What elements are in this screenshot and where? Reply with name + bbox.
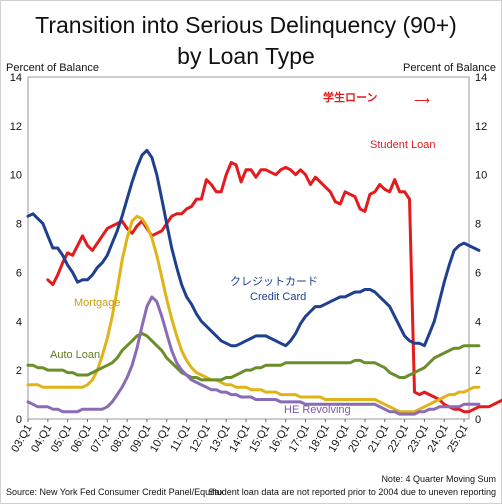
label-mortgage: Mortgage	[74, 297, 120, 309]
left-y-ticks: 0 2 4 6 8 10 12 14	[10, 72, 22, 426]
y-tick-left: 6	[16, 267, 22, 279]
series-line	[26, 148, 481, 348]
y-tick-right: 14	[475, 72, 487, 84]
y-tick-right: 8	[475, 219, 481, 231]
chart-title: Transition into Serious Delinquency (90+…	[35, 12, 457, 38]
y-tick-left: 4	[16, 316, 22, 328]
label-student-loan: Student Loan	[370, 139, 435, 151]
y-tick-right: 4	[475, 316, 481, 328]
y-tick-left: 0	[16, 414, 22, 426]
series-line	[26, 332, 481, 382]
left-axis-label: Percent of Balance	[6, 62, 99, 74]
y-tick-left: 8	[16, 219, 22, 231]
plot-area	[27, 76, 470, 420]
footnote-student-loan: Student loan data are not reported prior…	[208, 487, 496, 497]
y-tick-right: 6	[475, 267, 481, 279]
right-y-ticks: 0 2 4 6 8 10 12 14	[475, 72, 487, 426]
right-axis-label: Percent of Balance	[403, 62, 496, 74]
label-student-loan-jp: 学生ローン	[323, 90, 377, 104]
y-tick-left: 2	[16, 365, 22, 377]
footnote-source: Source: New York Fed Consumer Credit Pan…	[6, 487, 225, 497]
y-tick-right: 0	[475, 414, 481, 426]
y-tick-left: 10	[10, 170, 22, 182]
x-tick-label: 25:Q1	[445, 423, 470, 455]
series-group	[26, 148, 502, 416]
x-ticks: 03:Q104:Q105:Q106:Q107:Q108:Q109:Q110:Q1…	[9, 419, 471, 455]
footnote-moving-sum: Note: 4 Quarter Moving Sum	[381, 474, 496, 484]
label-credit-card-jp: クレジットカード	[230, 275, 318, 288]
chart-subtitle: by Loan Type	[177, 43, 315, 69]
series-line	[26, 295, 481, 416]
y-tick-left: 12	[10, 121, 22, 133]
label-auto-loan: Auto Loan	[50, 349, 100, 361]
annotation-arrow: ⟶	[414, 95, 430, 107]
series-line	[26, 214, 481, 414]
y-tick-right: 10	[475, 170, 487, 182]
label-credit-card: Credit Card	[250, 291, 306, 303]
y-tick-right: 12	[475, 121, 487, 133]
y-tick-right: 2	[475, 365, 481, 377]
y-tick-left: 14	[10, 72, 22, 84]
label-he-revolving: HE Revolving	[284, 404, 351, 416]
